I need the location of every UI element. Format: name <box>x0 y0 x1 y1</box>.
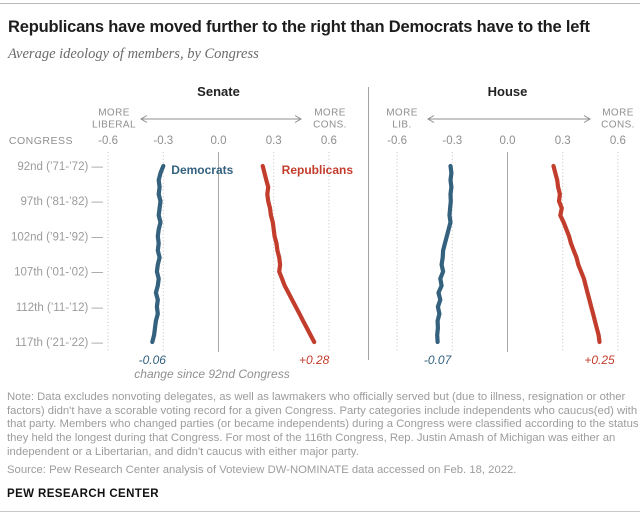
tick-label-house-0.6: 0.6 <box>610 135 626 147</box>
change-value-senate-republicans: +0.28 <box>299 353 330 367</box>
chart-title: Republicans have moved further to the ri… <box>8 18 590 36</box>
ideology-line-chart: CONGRESS 92nd (’71-’72) — 97th (’81-’82) —… <box>9 84 635 381</box>
series-line-senate-republicans <box>260 163 317 345</box>
series-label-republicans: Republicans <box>282 163 354 177</box>
series-line-senate-democrats <box>150 163 166 345</box>
row-label-congress-97: 97th (’81-’82) — <box>21 196 104 208</box>
row-label-congress-102: 102nd (’91-’92) — <box>11 231 104 243</box>
series-label-democrats: Democrats <box>171 163 233 177</box>
left-axis-label-line2: LIBERAL <box>92 120 136 131</box>
tick-label-senate-0.6: 0.6 <box>321 135 337 147</box>
congress-axis-label: CONGRESS <box>9 135 73 147</box>
tick-label-senate--0.6: -0.6 <box>98 135 118 147</box>
bottom-rule <box>0 511 640 512</box>
source-text: Source: Pew Research Center analysis of … <box>7 464 517 476</box>
tick-label-senate-0.0: 0.0 <box>211 135 227 147</box>
axis-arrowhead-left <box>427 115 435 123</box>
axis-arrowhead-right <box>583 115 591 123</box>
tick-label-house-0.3: 0.3 <box>555 135 571 147</box>
tick-label-house--0.6: -0.6 <box>387 135 407 147</box>
brand-pew-research-center: PEW RESEARCH CENTER <box>7 488 160 500</box>
right-axis-label-line1: MORE <box>314 108 346 119</box>
top-rule <box>0 3 640 4</box>
row-label-congress-107: 107th (’01-’02) — <box>14 267 103 279</box>
right-axis-label-line1: MORE <box>602 108 634 119</box>
change-note: change since 92nd Congress <box>134 367 289 381</box>
right-axis-label-line2: CONS. <box>313 120 347 131</box>
left-axis-label-line1: MORE <box>98 108 130 119</box>
tick-label-house--0.3: -0.3 <box>442 135 462 147</box>
series-line-house-democrats <box>435 163 454 345</box>
axis-arrowhead-right <box>294 115 302 123</box>
left-axis-label-line1: MORE <box>386 108 418 119</box>
panel-title-senate: Senate <box>197 84 240 99</box>
tick-label-senate--0.3: -0.3 <box>153 135 173 147</box>
tick-label-senate-0.3: 0.3 <box>266 135 282 147</box>
axis-arrowhead-left <box>140 115 148 123</box>
note-text: Note: Data excludes nonvoting delegates,… <box>7 391 639 458</box>
tick-label-house-0.0: 0.0 <box>500 135 516 147</box>
change-value-senate-democrats: -0.06 <box>139 353 167 367</box>
series-line-house-republicans <box>551 163 602 345</box>
row-label-congress-92: 92nd (’71-’72) — <box>17 161 103 173</box>
left-axis-label-line2: LIB. <box>392 120 411 131</box>
change-value-house-republicans: +0.25 <box>584 353 615 367</box>
change-value-house-democrats: -0.07 <box>424 353 453 367</box>
row-label-congress-112: 112th (’11-’12) — <box>16 302 104 314</box>
chart-subtitle: Average ideology of members, by Congress <box>8 46 259 62</box>
panel-title-house: House <box>488 84 528 99</box>
row-label-congress-117: 117th (’21-’22) — <box>15 337 103 349</box>
right-axis-label-line2: CONS. <box>601 120 635 131</box>
